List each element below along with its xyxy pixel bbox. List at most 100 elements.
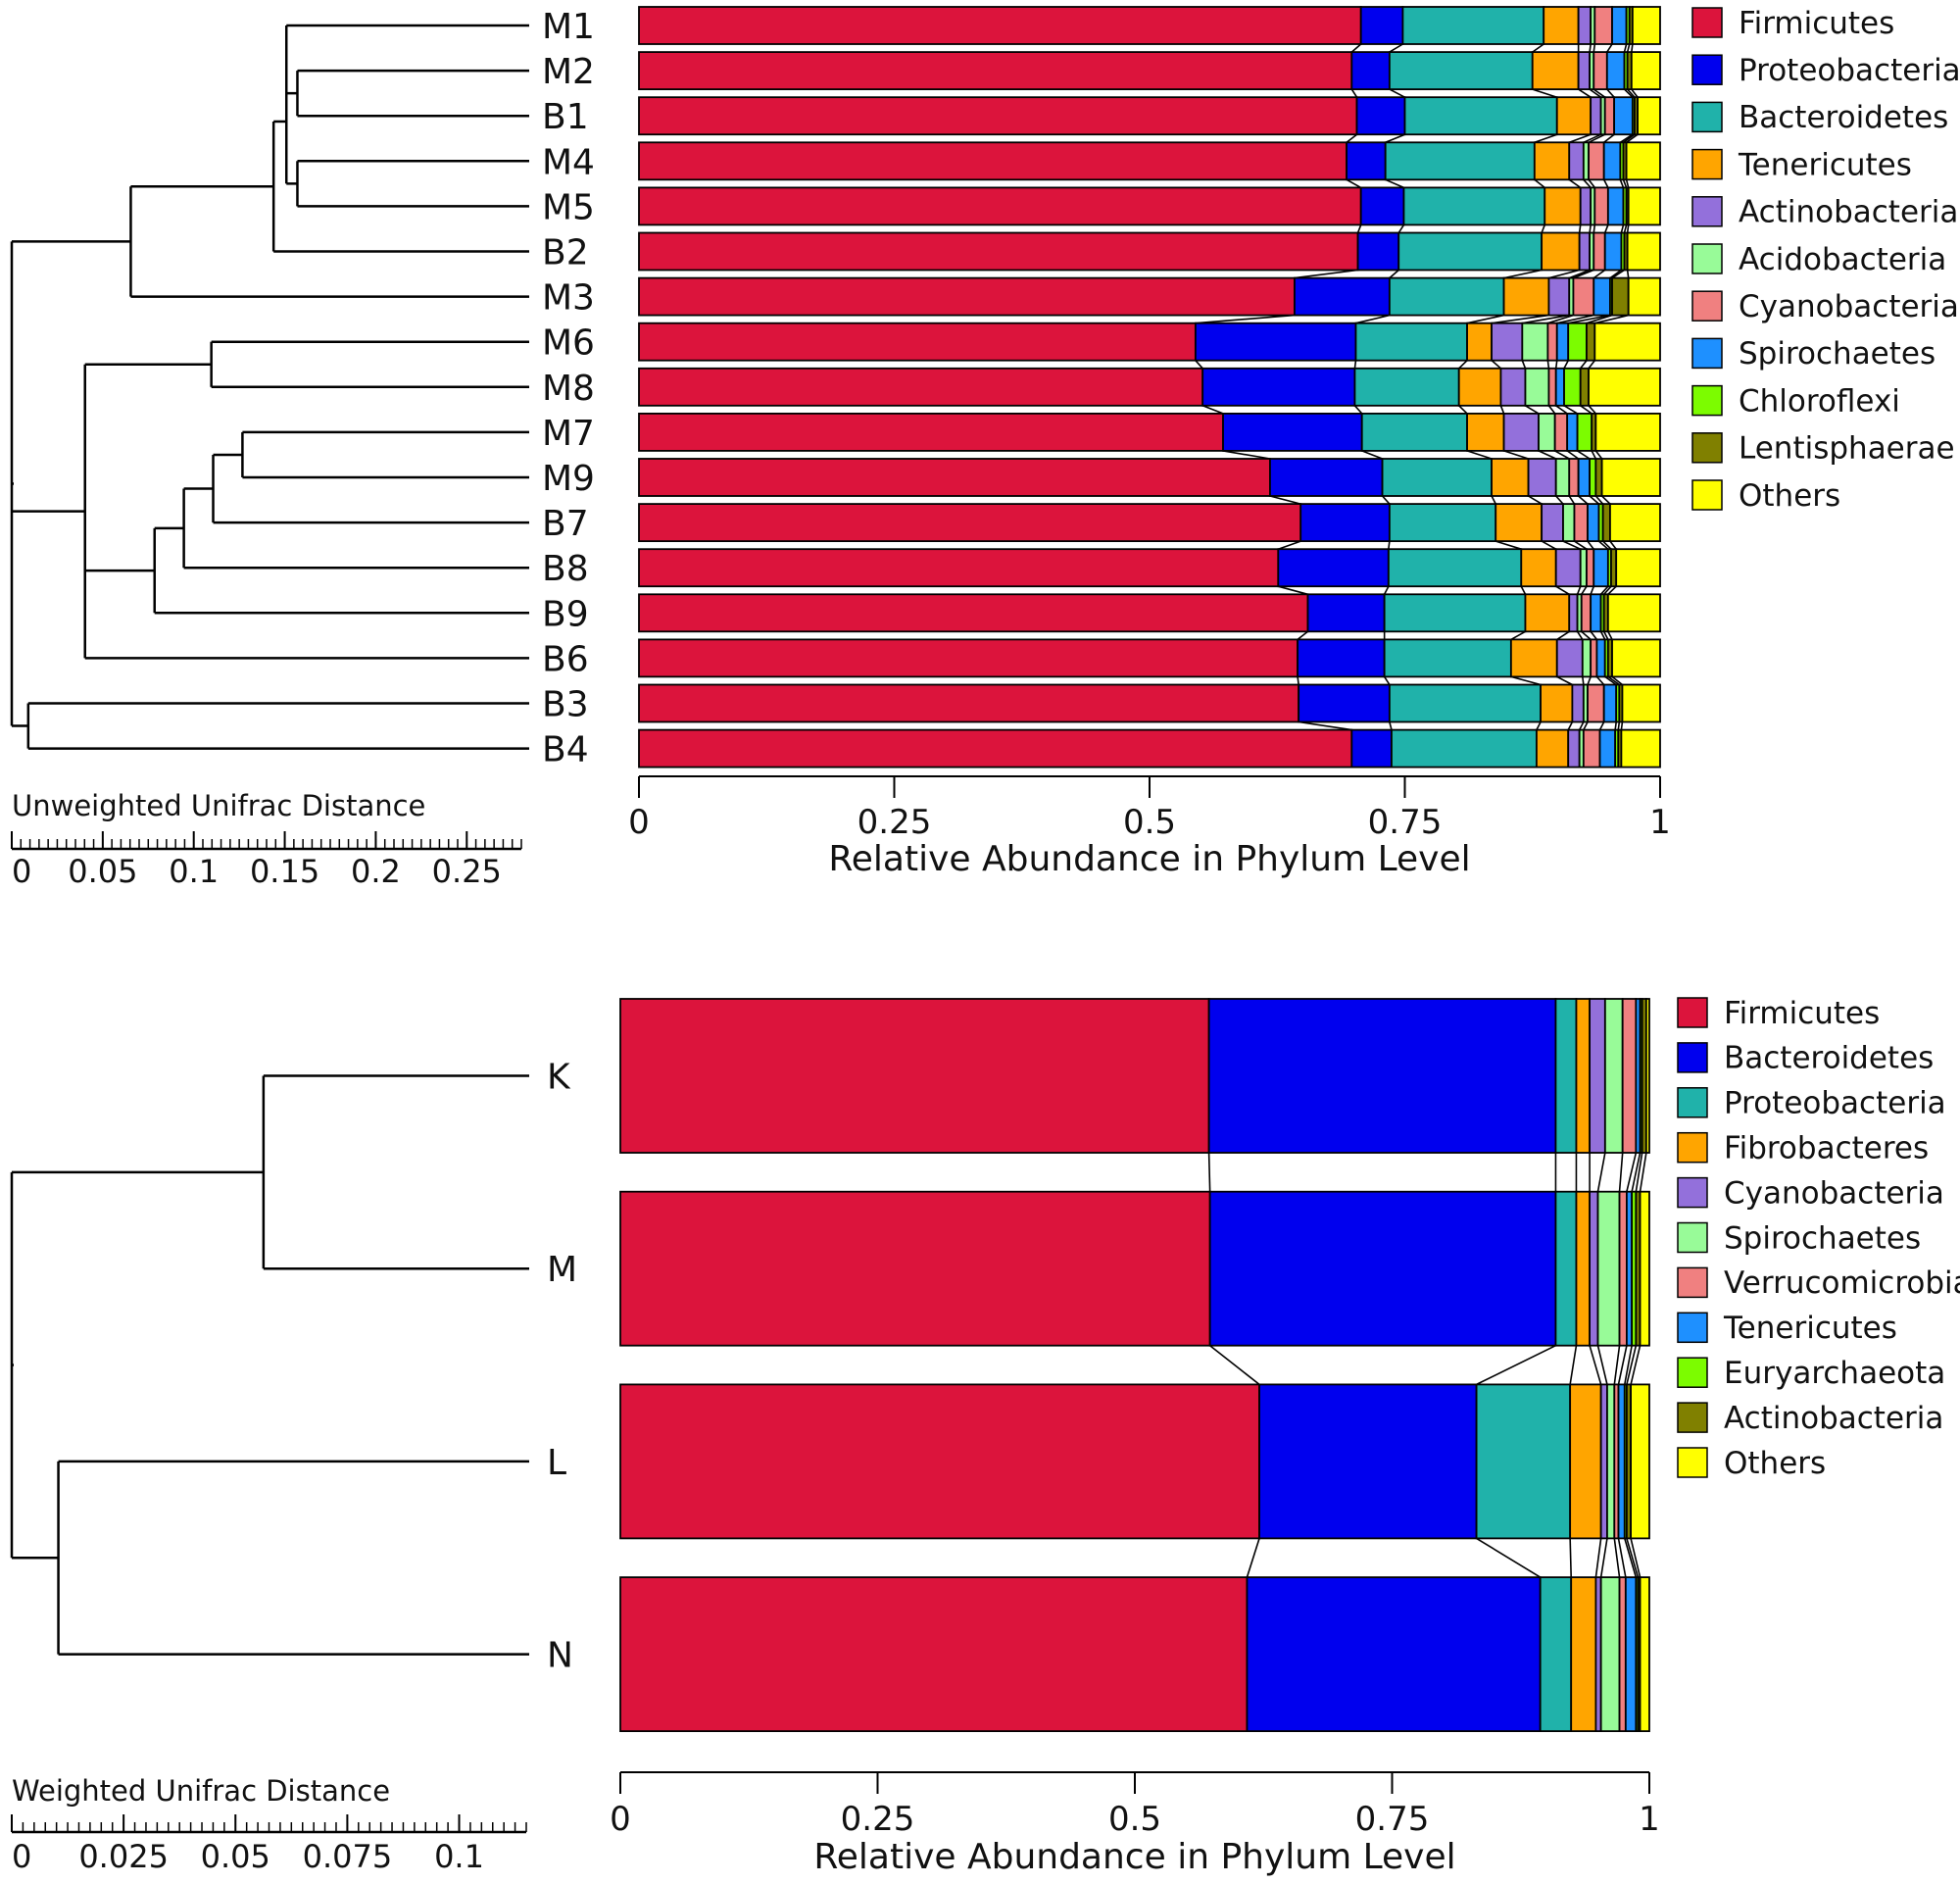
p1-bar-connector bbox=[1592, 43, 1596, 53]
p1-bar-connector bbox=[1627, 88, 1636, 98]
p1-legend-label: Spirochaetes bbox=[1739, 336, 1936, 372]
p1-bar-connector bbox=[1626, 133, 1639, 143]
p1-bar-segment-proteobacteria bbox=[1222, 412, 1363, 452]
p2-bar-segment-firmicutes bbox=[619, 998, 1210, 1154]
p1-bar-segment-actinobacteria bbox=[1555, 638, 1584, 678]
p1-bar-segment-actinobacteria bbox=[1567, 728, 1581, 768]
p2-legend-swatch bbox=[1677, 997, 1708, 1028]
p1-bar-segment-firmicutes bbox=[638, 276, 1296, 317]
p2-bar-connector bbox=[1617, 1345, 1628, 1385]
p1-legend-label: Chloroflexi bbox=[1739, 383, 1900, 419]
p1-legend-swatch bbox=[1691, 148, 1723, 180]
p1-bar-segment-spirochaetes bbox=[1602, 141, 1622, 181]
p1-bar-connector bbox=[1278, 585, 1308, 596]
p1-bar-connector bbox=[1578, 721, 1585, 730]
p1-bar-connector bbox=[1603, 585, 1612, 595]
p1-bar-segment-actinobacteria bbox=[1571, 683, 1585, 723]
p1-bar-connector bbox=[1623, 43, 1628, 53]
p1-bar-segment-spirochaetes bbox=[1592, 276, 1611, 317]
p2-x-tick-label: 0.5 bbox=[1108, 1800, 1161, 1839]
p2-legend-label: Others bbox=[1724, 1446, 1826, 1481]
p1-bar-connector bbox=[1588, 360, 1595, 370]
p1-bar-segment-cyanobacteria bbox=[1586, 548, 1595, 588]
p2-bar-connector bbox=[1594, 1538, 1602, 1578]
p1-bar-segment-proteobacteria bbox=[1355, 96, 1406, 136]
p1-bar-connector bbox=[1580, 360, 1588, 370]
p1-bar-segment-others bbox=[1627, 186, 1661, 226]
p1-bar-segment-bacteroidetes bbox=[1353, 367, 1460, 407]
p2-bar-segment-cyanobacteria bbox=[1589, 1190, 1599, 1347]
p1-bar-connector bbox=[1594, 450, 1603, 460]
p1-bar-connector bbox=[1588, 178, 1595, 188]
p1-bar-segment-lentisphaerae bbox=[1579, 367, 1590, 407]
p1-bar-connector bbox=[1588, 405, 1596, 415]
p1-bar-connector bbox=[1592, 224, 1596, 233]
p1-bar-connector bbox=[1503, 269, 1543, 279]
p2-bar-connector bbox=[1631, 1152, 1642, 1192]
p1-bar-connector bbox=[1619, 179, 1625, 188]
p1-bar-segment-spirochaetes bbox=[1603, 231, 1623, 272]
p1-bar-segment-firmicutes bbox=[638, 96, 1358, 136]
p1-bar-connector bbox=[1528, 495, 1543, 505]
p1-bar-segment-proteobacteria bbox=[1277, 548, 1390, 588]
p1-bar-connector bbox=[1222, 450, 1271, 460]
p2-x-tick-label: 0.25 bbox=[841, 1800, 915, 1839]
p1-bar-segment-others bbox=[1593, 322, 1661, 362]
p1-bar-connector bbox=[1510, 675, 1542, 686]
p1-bar-connector bbox=[1578, 88, 1592, 98]
p1-bar-segment-others bbox=[1588, 367, 1661, 407]
p1-sample-label: B2 bbox=[542, 232, 589, 273]
p1-bar-segment-proteobacteria bbox=[1294, 276, 1391, 317]
p1-bar-connector bbox=[1521, 360, 1527, 370]
p1-bar-connector bbox=[1383, 675, 1391, 685]
p1-bar-segment-firmicutes bbox=[638, 186, 1362, 226]
p1-sample-label: M4 bbox=[542, 142, 595, 182]
p1-legend-swatch bbox=[1691, 54, 1723, 85]
p1-bar-segment-cyanobacteria bbox=[1588, 141, 1605, 181]
p1-bar-connector bbox=[1548, 269, 1580, 279]
p1-legend-swatch bbox=[1691, 243, 1723, 274]
p1-bar-connector bbox=[1554, 450, 1570, 460]
p2-legend-swatch bbox=[1677, 1087, 1708, 1118]
p1-bar-connector bbox=[1567, 721, 1574, 730]
p1-bar-segment-spirochaetes bbox=[1613, 96, 1634, 136]
p1-bar-connector bbox=[1606, 43, 1613, 53]
p1-bar-segment-cyanobacteria bbox=[1572, 276, 1595, 317]
p1-bar-connector bbox=[1294, 269, 1358, 279]
p2-bar-connector bbox=[1626, 1538, 1640, 1578]
p1-bar-segment-others bbox=[1621, 683, 1661, 723]
p1-bar-connector bbox=[1603, 224, 1609, 233]
p1-bar-connector bbox=[1568, 269, 1591, 279]
p2-legend-swatch bbox=[1677, 1266, 1708, 1299]
p1-bar-segment-spirochaetes bbox=[1602, 683, 1618, 723]
p1-bar-segment-others bbox=[1606, 593, 1661, 633]
p1-bar-segment-proteobacteria bbox=[1350, 728, 1393, 768]
p1-bar-connector bbox=[1546, 360, 1550, 369]
p1-bar-connector bbox=[1346, 178, 1362, 189]
p1-bar-connector bbox=[1534, 178, 1545, 189]
p1-bar-connector bbox=[1491, 495, 1496, 505]
p1-bar-connector bbox=[1556, 314, 1594, 324]
p1-bar-segment-proteobacteria bbox=[1359, 6, 1404, 45]
p2-bar-segment-others bbox=[1630, 1383, 1650, 1540]
p1-bar-segment-others bbox=[1627, 276, 1661, 317]
p1-bar-connector bbox=[1626, 43, 1631, 53]
p1-bar-connector bbox=[1491, 360, 1501, 370]
p2-distance-scale-label: 0 bbox=[12, 1838, 31, 1875]
p1-bar-segment-cyanobacteria bbox=[1546, 322, 1558, 362]
p1-bar-segment-spirochaetes bbox=[1554, 367, 1565, 407]
p1-bar-segment-cyanobacteria bbox=[1603, 96, 1616, 136]
p1-bar-connector bbox=[1563, 360, 1569, 370]
p2-legend-label: Proteobacteria bbox=[1724, 1086, 1946, 1121]
p1-sample-label: B6 bbox=[542, 639, 589, 679]
p1-bar-connector bbox=[1576, 585, 1582, 595]
p1-bar-connector bbox=[1458, 360, 1468, 370]
p1-bar-connector bbox=[1466, 314, 1504, 324]
p2-x-axis-title: Relative Abundance in Phylum Level bbox=[813, 1837, 1455, 1877]
p1-x-axis-title: Relative Abundance in Phylum Level bbox=[828, 839, 1470, 879]
p1-bar-connector bbox=[1623, 224, 1628, 233]
p2-bar-connector bbox=[1630, 1538, 1642, 1578]
p2-bar-segment-spirochaetes bbox=[1599, 1576, 1621, 1732]
p1-bar-segment-actinobacteria bbox=[1547, 276, 1571, 317]
p1-bar-connector bbox=[1466, 450, 1493, 460]
